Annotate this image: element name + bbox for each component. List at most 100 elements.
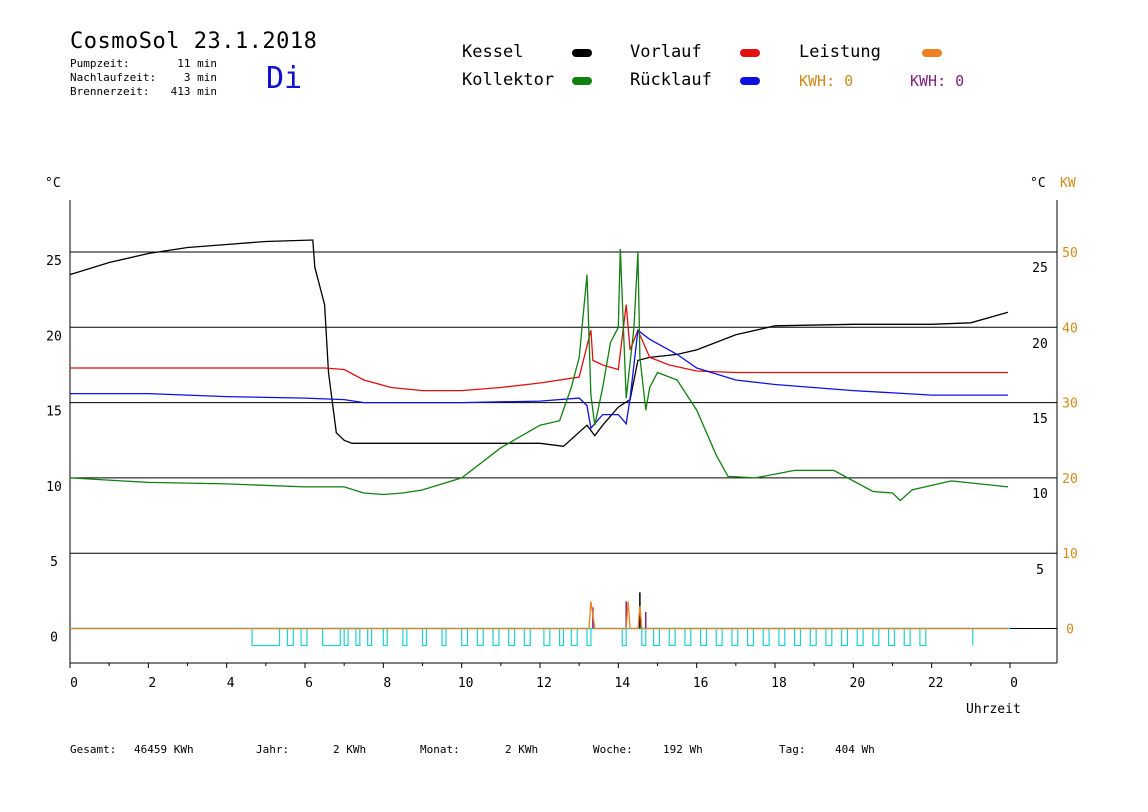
axes: [69, 200, 1058, 668]
pump-pulse: [586, 627, 592, 647]
pump-pulse: [699, 627, 708, 647]
pump-pulse: [715, 627, 723, 647]
series-leistung: [70, 601, 1008, 630]
right-kw-tick-label: 10: [1062, 547, 1078, 562]
pump-pulse: [543, 627, 551, 647]
legend-kessel-swatch: [572, 49, 592, 57]
kwh-second-value: KWH: 0: [910, 72, 965, 90]
pump-pulse: [251, 627, 281, 647]
x-tick-label: 4: [227, 676, 235, 691]
x-tick-label: 18: [771, 676, 787, 691]
pump-pulse: [825, 627, 833, 647]
series-kollektor: [69, 248, 1009, 502]
kwh-leistung-value: KWH: 0: [799, 72, 854, 90]
right-temp-tick-label: 20: [1032, 337, 1048, 352]
legend-kollektor-label: Kollektor: [462, 70, 555, 90]
weekday-label: Di: [266, 61, 303, 96]
grid-lines: [70, 251, 1057, 629]
footer-jahr-value: 2 KWh: [333, 743, 367, 756]
pump-pulse: [343, 627, 349, 647]
pump-pulse: [793, 627, 802, 647]
series-ruecklauf: [70, 329, 1008, 430]
left-unit-label: °C: [45, 176, 61, 191]
pump-pulse: [286, 627, 294, 647]
left-tick-label: 0: [50, 631, 58, 646]
pump-pulse: [731, 627, 739, 647]
pump-pulse: [523, 627, 531, 647]
right-temp-tick-label: 15: [1032, 412, 1048, 427]
footer-gesamt-value: 46459 KWh: [134, 743, 194, 756]
footer-gesamt-label: Gesamt:: [70, 743, 117, 756]
right-kw-tick-label: 30: [1062, 397, 1078, 412]
legend-ruecklauf-swatch: [740, 77, 760, 85]
pumpzeit-value: 11 min: [177, 57, 217, 70]
legend-vorlauf-swatch: [740, 49, 760, 57]
legend-kessel-label: Kessel: [462, 42, 524, 62]
right-kw-tick-label: 0: [1066, 623, 1074, 638]
footer-woche-value: 192 Wh: [663, 743, 703, 756]
left-tick-label: 25: [46, 254, 62, 269]
pump-pulse: [840, 627, 849, 647]
x-tick-label: 12: [536, 676, 552, 691]
brennerzeit-label: Brennerzeit:: [70, 85, 150, 98]
pump-pulse: [355, 627, 361, 647]
pump-indicators: [70, 627, 1010, 647]
right-kw-tick-label: 50: [1062, 246, 1078, 261]
pumpzeit-label: Pumpzeit:: [70, 57, 130, 70]
pump-pulse: [621, 627, 627, 647]
footer-tag-label: Tag:: [779, 743, 806, 756]
legend-vorlauf-label: Vorlauf: [630, 42, 702, 62]
pump-pulse: [919, 627, 927, 647]
x-tick-label: 2: [148, 676, 156, 691]
x-tick-label: 16: [693, 676, 709, 691]
x-axis-label: Uhrzeit: [966, 702, 1021, 717]
pump-pulse: [872, 627, 880, 647]
pump-pulse: [476, 627, 484, 647]
pump-pulse: [641, 627, 647, 647]
legend-leistung-label: Leistung: [799, 42, 881, 62]
footer-monat-label: Monat:: [420, 743, 460, 756]
footer-woche-label: Woche:: [593, 743, 633, 756]
pump-pulse: [887, 627, 896, 647]
pump-pulse: [367, 627, 373, 647]
chart-title: CosmoSol 23.1.2018: [70, 29, 318, 54]
nachlaufzeit-label: Nachlaufzeit:: [70, 71, 157, 84]
brennerzeit-value: 413 min: [170, 85, 217, 98]
pump-pulse: [778, 627, 786, 647]
right-kw-tick-label: 40: [1062, 321, 1078, 336]
left-tick-label: 15: [46, 405, 62, 420]
pump-pulse: [402, 627, 408, 647]
footer-monat-value: 2 KWh: [505, 743, 539, 756]
pump-pulse: [508, 627, 516, 647]
right-unit-label: °C: [1030, 176, 1046, 191]
pump-pulse: [558, 627, 565, 647]
pump-pulse: [570, 627, 578, 647]
pump-pulse: [492, 627, 500, 647]
series-vorlauf: [70, 304, 1008, 392]
legend-leistung-swatch: [922, 49, 942, 57]
x-tick-label: 0: [1010, 676, 1018, 691]
tick-labels: 0 2 4 6 8 10 12 14 16 18 20 22 025201510502520151055…: [46, 246, 1078, 691]
right-temp-tick-label: 5: [1036, 563, 1044, 578]
pump-pulse: [652, 627, 661, 647]
left-tick-label: 5: [50, 555, 58, 570]
data-series: [69, 239, 1009, 630]
pump-pulse: [903, 627, 911, 647]
legend-ruecklauf-label: Rücklauf: [630, 70, 712, 90]
footer-tag-value: 404 Wh: [835, 743, 875, 756]
x-tick-label: 0: [70, 676, 78, 691]
pump-pulse: [441, 627, 447, 647]
right-kw-unit-label: KW: [1060, 176, 1076, 191]
x-tick-label: 14: [615, 676, 631, 691]
x-tick-label: 6: [305, 676, 313, 691]
footer-jahr-label: Jahr:: [256, 743, 290, 756]
pump-pulse: [300, 627, 308, 647]
x-tick-label: 22: [928, 676, 944, 691]
right-temp-tick-label: 25: [1032, 261, 1048, 276]
pump-pulse: [322, 627, 341, 647]
left-tick-label: 10: [46, 480, 62, 495]
legend-kollektor-swatch: [572, 77, 592, 85]
x-tick-label: 8: [383, 676, 391, 691]
pump-pulse: [746, 627, 755, 647]
